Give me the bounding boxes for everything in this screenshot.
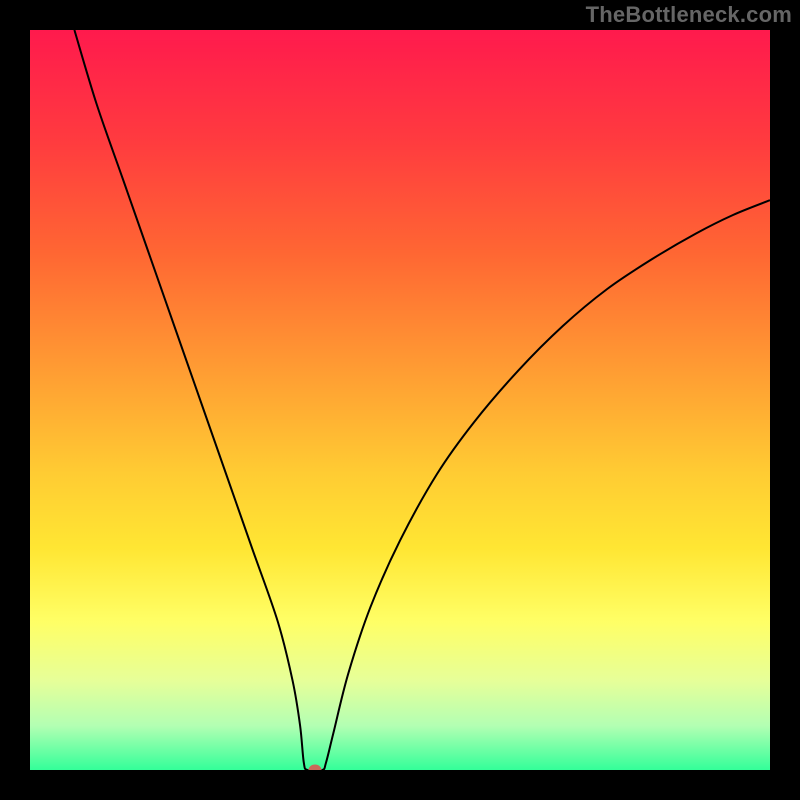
chart-container: TheBottleneck.com [0,0,800,800]
bottleneck-curve-svg [30,30,770,770]
bottleneck-curve-path [74,30,770,770]
plot-area [30,30,770,770]
watermark-text: TheBottleneck.com [586,0,800,28]
optimum-marker [308,765,321,771]
